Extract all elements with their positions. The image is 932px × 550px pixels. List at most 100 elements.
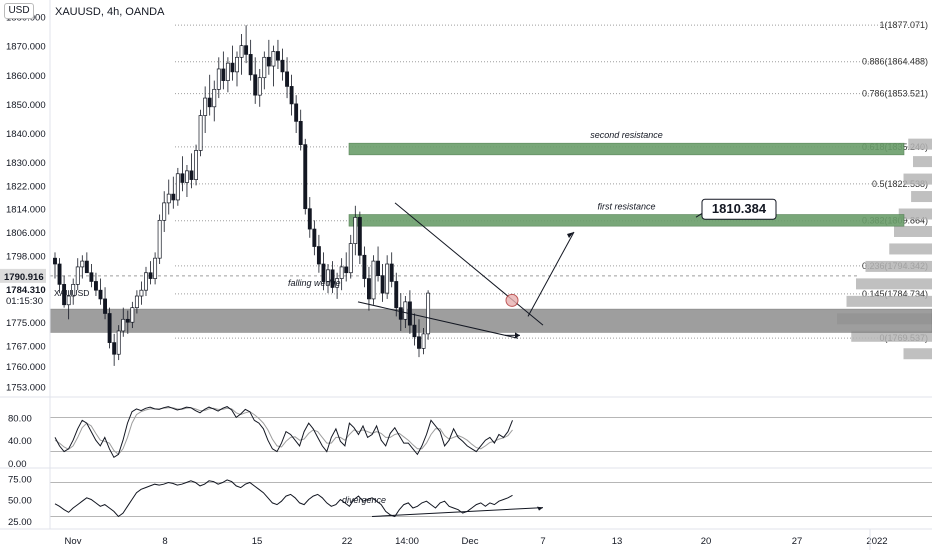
candle-body [194, 150, 198, 180]
candle-body [385, 263, 390, 294]
candle-body [225, 62, 230, 81]
candle-body [153, 257, 158, 279]
projection-arrow-line [527, 231, 575, 317]
candle-body [198, 115, 203, 151]
time-tick-label: 13 [612, 536, 623, 547]
projection-arrow-head [567, 231, 574, 238]
candle-body [93, 281, 98, 291]
candle-body [330, 269, 335, 288]
volume-profile-bar [903, 173, 932, 185]
wedge-lower-line [357, 301, 519, 339]
price-tick-label: 1860.000 [6, 71, 46, 82]
candle-body [66, 295, 71, 306]
time-tick-label: Dec [462, 536, 479, 547]
candle-body [221, 68, 226, 81]
candle-body [321, 263, 326, 282]
candle-body [312, 228, 317, 247]
price-tick-label: 1767.000 [6, 342, 46, 353]
candle-body [307, 208, 312, 230]
time-tick-label: 22 [342, 536, 353, 547]
candle-body [230, 62, 235, 73]
candle-body [285, 71, 290, 87]
volume-profile-bar [846, 295, 932, 307]
candle-body [262, 56, 267, 79]
price-tick-label: 1806.000 [6, 228, 46, 239]
candle-body [112, 342, 117, 355]
candle-body [298, 121, 303, 145]
candle-body [289, 86, 294, 105]
time-tick-label: 27 [792, 536, 803, 547]
candle-body [239, 45, 244, 58]
candle-body [280, 59, 285, 73]
candle-body [403, 301, 408, 320]
oscillator-main-line [54, 406, 513, 459]
currency-badge[interactable]: USD [4, 3, 34, 19]
divergence-label: divergence [342, 495, 386, 505]
oscillator-tick-label: 40.00 [8, 436, 32, 447]
candle-body [276, 51, 280, 61]
candle-body [257, 77, 262, 96]
candle-body [398, 307, 403, 320]
oscillator-tick-label: 80.00 [8, 413, 32, 424]
candle-body [62, 284, 67, 306]
candle-body [203, 97, 208, 116]
volume-profile-bar [903, 348, 932, 360]
target-box [701, 198, 777, 220]
time-tick-label: 20 [701, 536, 712, 547]
price-tick-label: 1753.000 [6, 382, 46, 393]
breakout-marker [505, 293, 519, 307]
candle-body [248, 54, 253, 76]
candle-body [235, 56, 239, 73]
candle-body [130, 307, 135, 323]
fib-level-label: 0.886(1864.488) [862, 57, 928, 67]
resistance-zone [348, 214, 905, 227]
candle-body [244, 45, 249, 55]
time-tick-label: 7 [540, 536, 545, 547]
candle-body [84, 260, 89, 274]
candle-body [326, 269, 330, 282]
main-price-pane[interactable]: 1(1877.071) 0.886(1864.488) 0.786(1853.521… [49, 20, 932, 366]
candle-body [344, 266, 349, 274]
candle-body [139, 289, 144, 297]
candle-body [180, 173, 185, 183]
candle-body [357, 217, 362, 256]
candle-body [376, 260, 381, 276]
symbol-label: XAUUSD, 4h, OANDA [55, 6, 165, 18]
candle-body [271, 51, 276, 67]
candle-body [212, 88, 217, 108]
oscillator-2-line [54, 479, 513, 518]
volume-profile-bar [894, 225, 932, 237]
falling-wedge-pattern [357, 202, 544, 339]
wedge-extension-head [515, 332, 520, 339]
candle-body [380, 275, 385, 294]
volume-profile-bar [911, 191, 932, 203]
oscillator-tick-label: 25.00 [8, 517, 32, 528]
wedge-upper-line [394, 202, 544, 326]
falling-wedge-label: falling wedge [288, 278, 341, 288]
volume-profile-bar [889, 243, 932, 255]
volume-profile-bar [898, 208, 932, 220]
candle-body [53, 257, 57, 265]
candle-body [116, 330, 121, 355]
candle-body [367, 278, 371, 300]
candle-body [371, 260, 376, 300]
price-tick-label: 1850.000 [6, 100, 46, 111]
fib-level-label: 0.5(1822.538) [872, 179, 928, 189]
zone-label: second resistance [590, 130, 663, 140]
oscillator-2-pane[interactable]: 75.00 50.00 25.00 divergence [8, 474, 932, 528]
time-tick-label: 2022 [866, 536, 887, 547]
candle-body [71, 284, 76, 297]
candle-body [175, 173, 180, 201]
candle-body [421, 333, 426, 349]
current-price-tag-label: 1790.916 [4, 272, 44, 283]
divergence-arrow-head [537, 506, 543, 511]
price-tick-label: 1775.000 [6, 318, 46, 329]
candle-body [148, 272, 153, 279]
candle-body [80, 260, 85, 268]
candle-body [417, 336, 421, 349]
time-tick-label: 8 [162, 536, 167, 547]
oscillator-1-pane[interactable]: 80.00 40.00 0.00 [8, 406, 932, 470]
candle-body [348, 243, 353, 274]
price-tick-label: 1830.000 [6, 158, 46, 169]
